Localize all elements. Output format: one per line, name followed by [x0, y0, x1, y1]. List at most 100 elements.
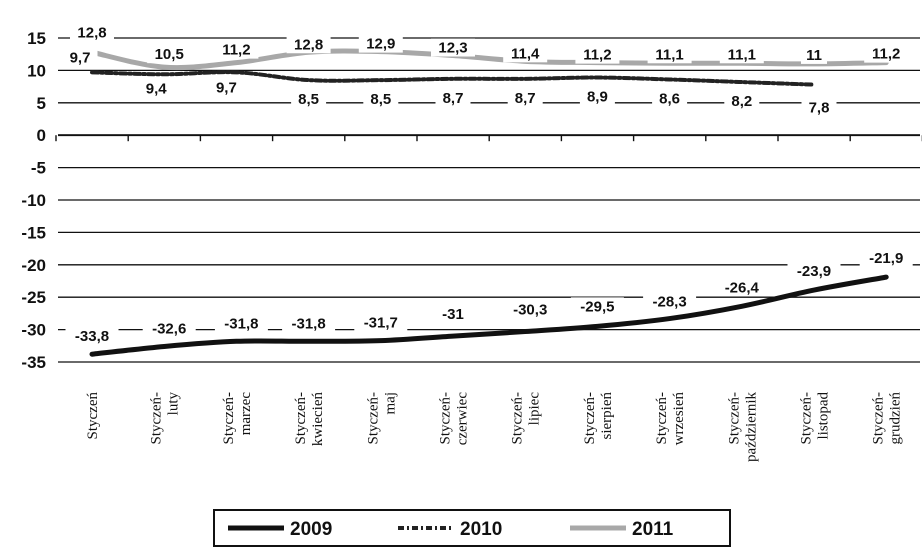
category-label-line: sierpień — [599, 392, 615, 440]
y-tick-label: -25 — [21, 288, 46, 307]
category-label-line: Styczeń- — [871, 392, 887, 444]
category-label: Styczeń-wrzesień — [654, 392, 687, 446]
data-label-2011: 12,8 — [294, 36, 323, 53]
category-label: Styczeń-kwiecień — [293, 392, 326, 447]
data-label-bg — [801, 98, 837, 117]
data-label-2010: 8,2 — [731, 93, 752, 110]
category-label-line: grudzień — [888, 392, 904, 445]
data-label-2010: 8,7 — [515, 90, 536, 107]
y-tick-label: -30 — [21, 321, 46, 340]
data-label-2011: 12,3 — [438, 39, 467, 56]
data-label-2011: 12,9 — [366, 36, 395, 53]
category-label-line: luty — [166, 392, 182, 416]
y-tick-label: -10 — [21, 191, 46, 210]
y-tick-label: -35 — [21, 353, 46, 372]
gridlines — [58, 37, 920, 363]
data-label-2009: -29,5 — [580, 298, 614, 315]
category-label-line: Styczeń- — [438, 392, 454, 444]
legend-label-2011: 2011 — [632, 519, 674, 540]
data-label-2010: 9,7 — [70, 49, 91, 66]
data-label-bg — [859, 249, 913, 268]
category-label-line: Styczeń- — [221, 392, 237, 444]
data-label-2010: 8,5 — [370, 91, 391, 108]
category-label-line: Styczeń- — [654, 392, 670, 444]
y-tick-label: 5 — [37, 94, 46, 113]
data-label-bg — [358, 34, 403, 53]
data-label-bg — [715, 278, 769, 297]
legend-box — [213, 509, 731, 547]
category-label: Styczeń-czerwiec — [438, 392, 471, 446]
data-label-2011: 11,1 — [728, 46, 756, 63]
y-tick-label: -15 — [21, 223, 46, 242]
data-label-bg — [70, 23, 114, 42]
data-label-2011: 11,1 — [655, 46, 683, 63]
data-label-bg — [643, 292, 697, 311]
y-tick-label: -20 — [21, 256, 46, 275]
category-label-line: czerwiec — [455, 392, 471, 446]
category-label: Styczeń-lipiec — [510, 392, 543, 445]
legend-label-2010: 2010 — [460, 519, 502, 540]
data-label-2011: 11 — [806, 47, 822, 64]
category-label-line: maj — [382, 392, 398, 415]
data-label-bg — [801, 45, 827, 64]
series-line-2010 — [90, 70, 816, 87]
data-label-2010: 8,5 — [298, 91, 319, 108]
data-label-bg — [579, 87, 615, 106]
data-label-bg — [214, 314, 268, 333]
y-tick-label: -5 — [31, 159, 46, 178]
data-label-2009: -32,6 — [152, 320, 186, 337]
data-label-bg — [208, 78, 244, 97]
data-label-2009: -30,3 — [513, 302, 547, 319]
data-label-bg — [570, 297, 624, 316]
category-label-line: Styczeń- — [799, 392, 815, 444]
data-label-bg — [503, 300, 557, 319]
data-label-2009: -33,8 — [75, 328, 109, 345]
data-label-2011: 11,2 — [872, 46, 900, 63]
series-lines — [89, 48, 889, 357]
data-label-bg — [575, 45, 620, 64]
data-label-bg — [787, 262, 841, 281]
data-label-bg — [65, 327, 119, 346]
data-label-bg — [652, 89, 688, 108]
y-tick-label: 15 — [27, 29, 46, 48]
category-label-line: Styczeń- — [582, 392, 598, 444]
category-label-line: Styczeń- — [149, 392, 165, 444]
category-label: Styczeń-maj — [365, 392, 398, 444]
category-label-line: marzec — [238, 392, 254, 436]
data-label-2009: -21,9 — [869, 250, 903, 267]
data-labels: -33,8 -32,6 -31,8 -31,8 -31,7 -31 -30,3 -29,5 -2… — [62, 23, 913, 346]
category-label-line: wrzesień — [671, 392, 687, 446]
data-label-bg — [286, 35, 331, 54]
series-line-2009 — [89, 274, 889, 357]
data-label-2009: -31,8 — [224, 315, 258, 332]
data-label-2011: 10,5 — [155, 46, 184, 63]
category-label: Styczeń-grudzień — [871, 392, 904, 445]
data-label-bg — [62, 48, 98, 67]
data-label-2009: -28,3 — [652, 294, 686, 311]
category-label-line: Styczeń- — [365, 392, 381, 444]
data-label-bg — [431, 38, 475, 57]
data-label-bg — [282, 314, 336, 333]
category-label-line: Styczeń — [85, 392, 101, 440]
data-label-bg — [363, 90, 399, 109]
series-line-2011 — [89, 48, 889, 71]
category-label-line: lipiec — [527, 392, 543, 426]
y-tick-label: 10 — [27, 61, 46, 80]
category-label-line: Styczeń- — [726, 392, 742, 444]
data-label-2009: -31,7 — [364, 315, 398, 332]
data-label-2011: 11,2 — [583, 47, 611, 64]
data-label-bg — [291, 90, 327, 109]
data-label-bg — [214, 40, 259, 59]
data-label-2011: 11,4 — [511, 45, 540, 62]
category-label: Styczeń-listopad — [799, 392, 832, 445]
data-label-2009: -26,4 — [725, 279, 760, 296]
x-axis — [55, 134, 922, 142]
legend-label-2009: 2009 — [290, 519, 332, 540]
y-tick-label: 0 — [37, 126, 46, 145]
data-label-2009: -23,9 — [797, 263, 831, 280]
data-label-bg — [864, 44, 909, 63]
data-label-bg — [719, 45, 764, 64]
data-label-bg — [138, 79, 174, 98]
data-label-bg — [647, 45, 692, 64]
